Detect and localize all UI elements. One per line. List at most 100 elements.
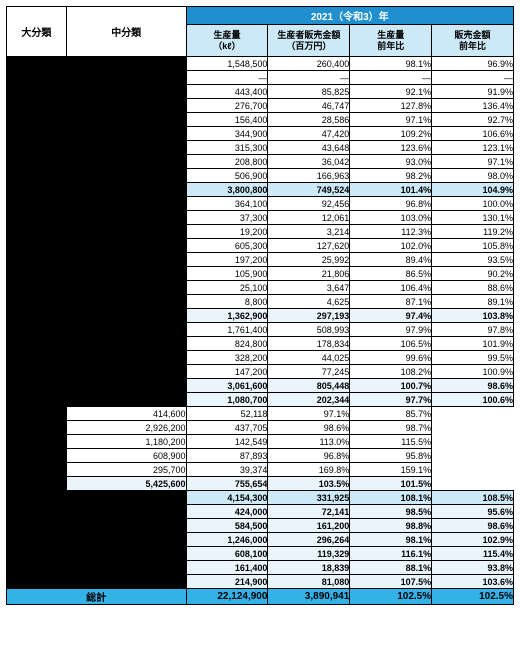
data-cell: — bbox=[350, 71, 432, 85]
data-cell: 161,400 bbox=[186, 561, 268, 575]
data-cell: 115.5% bbox=[350, 435, 432, 449]
subtotal-cell: 805,448 bbox=[268, 379, 350, 393]
data-cell: 108.2% bbox=[350, 365, 432, 379]
data-cell: 46,747 bbox=[268, 99, 350, 113]
data-cell: 1,548,500 bbox=[186, 57, 268, 71]
data-cell: 4,154,300 bbox=[186, 491, 268, 505]
data-cell: 18,839 bbox=[268, 561, 350, 575]
data-cell: 1,180,200 bbox=[66, 435, 186, 449]
data-cell: 169.8% bbox=[268, 463, 350, 477]
table-row: 295,70039,374169.8%159.1% bbox=[7, 463, 514, 477]
data-cell: 37,300 bbox=[186, 211, 268, 225]
data-cell: 123.1% bbox=[432, 141, 514, 155]
data-cell: 88.1% bbox=[350, 561, 432, 575]
data-cell: 156,400 bbox=[186, 113, 268, 127]
mid-cell bbox=[66, 575, 186, 589]
data-cell: 90.2% bbox=[432, 267, 514, 281]
data-cell: 116.1% bbox=[350, 547, 432, 561]
data-cell: 87.1% bbox=[350, 295, 432, 309]
data-cell: 260,400 bbox=[268, 57, 350, 71]
data-cell: 85,825 bbox=[268, 85, 350, 99]
data-cell: 142,549 bbox=[186, 435, 268, 449]
data-cell: 437,705 bbox=[186, 421, 268, 435]
data-cell: 97.8% bbox=[432, 323, 514, 337]
data-cell: 112.3% bbox=[350, 225, 432, 239]
table-row: 1,761,400508,99397.9%97.8% bbox=[7, 323, 514, 337]
data-cell: 424,000 bbox=[186, 505, 268, 519]
data-cell: 19,200 bbox=[186, 225, 268, 239]
data-cell: 584,500 bbox=[186, 519, 268, 533]
data-cell: 98.1% bbox=[350, 57, 432, 71]
mid-cell bbox=[66, 505, 186, 519]
table-row: 364,10092,45696.8%100.0% bbox=[7, 197, 514, 211]
mid-cell bbox=[66, 323, 186, 379]
data-cell: 108.5% bbox=[432, 491, 514, 505]
subtotal-cell: 3,800,800 bbox=[186, 183, 268, 197]
major-cell bbox=[7, 491, 67, 505]
mid-cell bbox=[66, 491, 186, 505]
major-cell bbox=[7, 57, 67, 197]
subtotal-cell: 97.4% bbox=[350, 309, 432, 323]
table-row: 1,080,700202,34497.7%100.6% bbox=[7, 393, 514, 407]
col-major: 大分類 bbox=[7, 7, 67, 57]
subtotal-cell: 101.4% bbox=[350, 183, 432, 197]
data-cell: 824,800 bbox=[186, 337, 268, 351]
data-cell: 103.0% bbox=[350, 211, 432, 225]
major-cell bbox=[7, 547, 67, 561]
data-cell: 105,900 bbox=[186, 267, 268, 281]
data-cell: 89.4% bbox=[350, 253, 432, 267]
data-cell: 25,992 bbox=[268, 253, 350, 267]
data-cell: 295,700 bbox=[66, 463, 186, 477]
data-cell: 97.7% bbox=[350, 393, 432, 407]
data-cell: 92.1% bbox=[350, 85, 432, 99]
data-cell: 100.0% bbox=[432, 197, 514, 211]
data-cell: 98.2% bbox=[350, 169, 432, 183]
subtotal-row: 5,425,600755,654103.5%101.5% bbox=[7, 477, 514, 491]
table-row: 214,90081,080107.5%103.6% bbox=[7, 575, 514, 589]
mid-cell bbox=[66, 547, 186, 561]
subtotal-cell: 104.9% bbox=[432, 183, 514, 197]
data-cell: 103.6% bbox=[432, 575, 514, 589]
data-cell: 21,806 bbox=[268, 267, 350, 281]
data-cell: 72,141 bbox=[268, 505, 350, 519]
data-cell: — bbox=[268, 71, 350, 85]
subtotal-row: 3,061,600805,448100.7%98.6% bbox=[7, 379, 514, 393]
data-cell: 44,025 bbox=[268, 351, 350, 365]
subtotal-row: 3,800,800749,524101.4%104.9% bbox=[7, 183, 514, 197]
subtotal-cell: 100.7% bbox=[350, 379, 432, 393]
col-year: 2021（令和3）年 bbox=[186, 7, 513, 25]
subtotal-cell: 103.8% bbox=[432, 309, 514, 323]
mid-cell bbox=[66, 309, 186, 323]
major-cell bbox=[7, 519, 67, 533]
data-cell: 25,100 bbox=[186, 281, 268, 295]
mid-cell bbox=[66, 197, 186, 309]
mid-cell bbox=[7, 407, 67, 477]
col-vol-yoy: 生産量前年比 bbox=[350, 25, 432, 57]
table-row: 424,00072,14198.5%95.6% bbox=[7, 505, 514, 519]
total-cell: 3,890,941 bbox=[268, 589, 350, 605]
data-cell: 3,214 bbox=[268, 225, 350, 239]
data-cell: 328,200 bbox=[186, 351, 268, 365]
mid-cell bbox=[66, 561, 186, 575]
data-cell: 2,926,200 bbox=[66, 421, 186, 435]
subtotal-row: 1,362,900297,19397.4%103.8% bbox=[7, 309, 514, 323]
total-label: 総計 bbox=[7, 589, 187, 605]
data-cell: 608,100 bbox=[186, 547, 268, 561]
production-table: 大分類 中分類 2021（令和3）年 生産量（kℓ） 生産者販売金額（百万円） … bbox=[6, 6, 514, 605]
data-cell: 161,200 bbox=[268, 519, 350, 533]
mid-cell bbox=[7, 477, 67, 491]
data-cell: 93.0% bbox=[350, 155, 432, 169]
total-cell: 22,124,900 bbox=[186, 589, 268, 605]
col-sales-yoy: 販売金額前年比 bbox=[432, 25, 514, 57]
data-cell: 97.1% bbox=[432, 155, 514, 169]
data-cell: 605,300 bbox=[186, 239, 268, 253]
data-cell: 87,893 bbox=[186, 449, 268, 463]
data-cell: 159.1% bbox=[350, 463, 432, 477]
data-cell: 91.9% bbox=[432, 85, 514, 99]
data-cell: 166,963 bbox=[268, 169, 350, 183]
data-cell: 43,648 bbox=[268, 141, 350, 155]
data-cell: 95.8% bbox=[350, 449, 432, 463]
subtotal-cell: 98.6% bbox=[432, 379, 514, 393]
subtotal-cell: 755,654 bbox=[186, 477, 268, 491]
data-cell: 96.8% bbox=[268, 449, 350, 463]
